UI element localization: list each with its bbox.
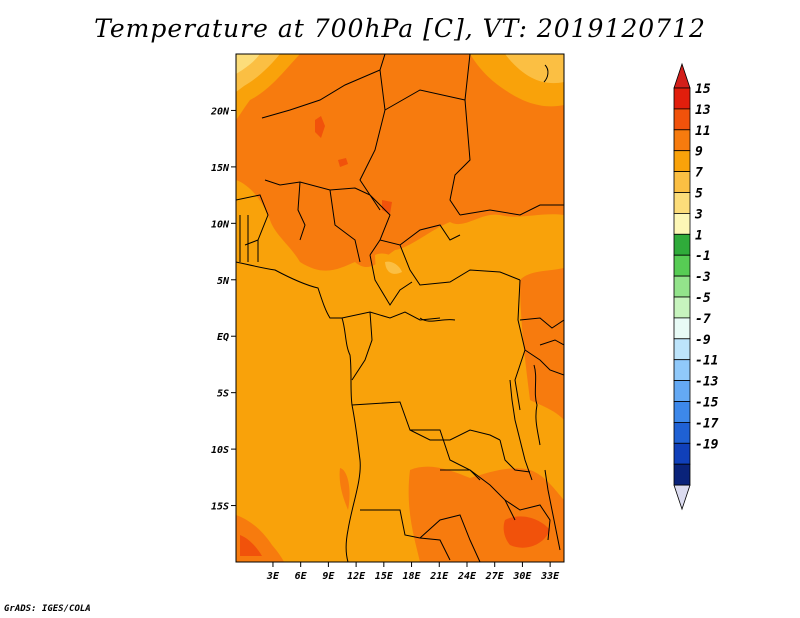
field-11-13-southeast	[408, 466, 564, 562]
colorbar-swatch	[673, 129, 691, 152]
colorbar-level-label: 13	[695, 103, 711, 118]
y-tick-label: 10N	[211, 219, 230, 230]
x-tick-label: 6E	[295, 571, 308, 582]
colorbar-level-label: -15	[695, 396, 719, 411]
colorbar-swatch	[673, 87, 691, 110]
colorbar-swatch	[673, 150, 691, 172]
x-tick-label: 18E	[403, 571, 422, 582]
field-13-15-spot-2	[338, 158, 348, 167]
colorbar-swatch	[673, 254, 691, 277]
field-13-15-spot-3	[382, 200, 392, 214]
colorbar-level-label: -5	[695, 291, 711, 306]
colorbar-bottom-arrow	[673, 484, 691, 511]
y-tick-label: 5S	[217, 389, 229, 400]
field-13-15-southwest	[240, 535, 262, 556]
colorbar-swatch	[673, 401, 691, 423]
field-9-11-west-coast	[236, 180, 300, 262]
y-tick-label: 15S	[211, 502, 229, 513]
colorbar-level-label: -11	[695, 354, 718, 369]
latitude-axis: 20N 15N 10N 5N EQ 5S 10S 15S	[210, 106, 236, 513]
colorbar-level-label: 7	[695, 166, 703, 181]
colorbar-swatch	[673, 192, 691, 214]
field-11-13-north	[236, 54, 564, 271]
x-tick-label: 9E	[322, 571, 335, 582]
colorbar-level-label: 3	[694, 207, 703, 222]
colorbar-level-label: -17	[695, 416, 719, 431]
field-7-9-northeast	[505, 54, 564, 84]
x-tick-label: 27E	[485, 571, 505, 582]
colorbar-level-label: 1	[695, 228, 703, 243]
colorbar-swatch	[673, 275, 691, 298]
colorbar-level-label: 11	[695, 124, 711, 139]
colorbar-legend: 15 13 11 9 7 5 3 1 -1 -3 -5 -7 -9 -11 -13 -15 -17 -19	[673, 62, 719, 511]
colorbar-swatch	[673, 212, 691, 235]
colorbar-top-arrow	[673, 62, 691, 89]
colorbar-swatch	[673, 317, 691, 340]
x-tick-label: 33E	[540, 571, 560, 582]
grads-credit: GrADS: IGES/COLA	[4, 604, 91, 614]
colorbar-swatch	[673, 338, 691, 361]
colorbar-swatch	[673, 296, 691, 319]
colorbar-swatch	[673, 233, 691, 256]
colorbar-level-label: -9	[695, 333, 711, 348]
colorbar-swatch	[673, 380, 691, 402]
temperature-field	[236, 54, 564, 562]
colorbar-swatch	[673, 442, 691, 465]
colorbar-swatch	[673, 108, 691, 131]
x-tick-label: 21E	[429, 571, 449, 582]
x-tick-label: 3E	[266, 571, 280, 582]
colorbar-level-label: 5	[695, 187, 703, 202]
field-11-13-angola	[339, 468, 350, 510]
country-borders	[236, 54, 564, 562]
y-tick-label: 20N	[210, 106, 230, 117]
colorbar-swatch	[673, 171, 691, 193]
x-tick-label: 15E	[375, 571, 394, 582]
y-tick-label: 5N	[217, 276, 230, 287]
chart-title: Temperature at 700hPa [C], VT: 201912071…	[94, 14, 706, 43]
colorbar-level-label: 15	[695, 82, 711, 97]
colorbar-level-label: 9	[695, 145, 703, 160]
longitude-axis: 3E 6E 9E 12E 15E 18E 21E 24E 27E 30E 33E	[266, 562, 560, 582]
colorbar-level-label: -7	[695, 312, 711, 327]
colorbar-swatch	[673, 421, 691, 444]
colorbar-swatch	[673, 359, 691, 382]
y-tick-label: EQ	[217, 332, 229, 343]
y-tick-label: 15N	[211, 163, 230, 174]
field-13-15-southeast	[503, 516, 550, 548]
x-tick-label: 12E	[347, 571, 366, 582]
y-tick-label: 10S	[211, 445, 229, 456]
colorbar-level-label: -3	[695, 270, 711, 285]
colorbar-level-label: -19	[695, 437, 719, 452]
map-frame	[235, 53, 565, 563]
field-13-15-spot-1	[315, 116, 325, 138]
colorbar-swatch	[673, 463, 691, 486]
colorbar-level-label: -1	[695, 249, 711, 264]
x-tick-label: 30E	[512, 571, 532, 582]
field-7-9-central-spot	[385, 261, 402, 274]
colorbar-level-label: -13	[695, 375, 719, 390]
field-5-7-northwest	[236, 54, 260, 74]
x-tick-label: 24E	[457, 571, 477, 582]
